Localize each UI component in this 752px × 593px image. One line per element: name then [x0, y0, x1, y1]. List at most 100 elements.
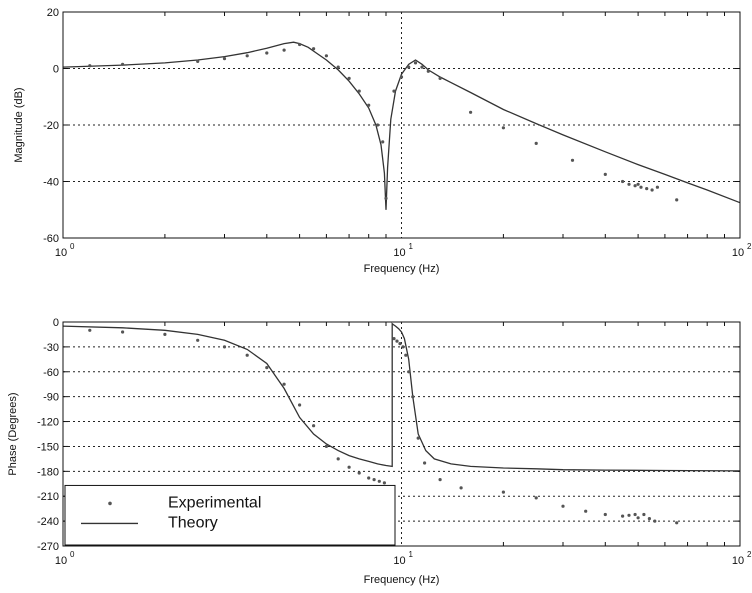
- experimental-point: [420, 65, 424, 69]
- experimental-point: [121, 330, 125, 334]
- theory-line: [62, 41, 741, 210]
- experimental-point: [621, 179, 625, 184]
- y-tick-label: 0: [53, 317, 59, 329]
- experimental-point: [627, 513, 631, 517]
- x-axis-label: Frequency (Hz): [364, 574, 440, 586]
- y-tick-label: -20: [43, 120, 59, 132]
- experimental-point: [376, 123, 380, 127]
- experimental-point: [603, 512, 607, 517]
- experimental-point: [372, 478, 376, 482]
- phase-panel: 0-30-60-90-120-150-180-210-240-270100101…: [7, 317, 752, 586]
- experimental-point: [675, 521, 679, 525]
- experimental-point: [650, 188, 654, 192]
- experimental-point: [282, 48, 286, 52]
- experimental-point: [534, 141, 538, 145]
- experimental-point: [642, 512, 646, 517]
- experimental-point: [347, 465, 351, 469]
- y-tick-label: -30: [43, 342, 59, 354]
- experimental-point: [645, 187, 649, 191]
- experimental-point: [312, 47, 316, 51]
- experimental-point: [469, 110, 473, 114]
- x-tick-label: 10: [55, 555, 67, 567]
- legend: Experimental Theory: [64, 484, 396, 546]
- experimental-point: [438, 478, 442, 482]
- y-tick-label: -60: [43, 233, 59, 245]
- experimental-point: [381, 140, 385, 144]
- experimental-point: [121, 62, 125, 66]
- experimental-point: [163, 332, 167, 336]
- y-tick-label: -270: [37, 541, 59, 553]
- y-tick-label: -150: [37, 441, 59, 453]
- experimental-point: [398, 342, 402, 346]
- experimental-point: [633, 512, 637, 517]
- experimental-point: [570, 158, 575, 162]
- experimental-point: [392, 337, 396, 341]
- y-tick-label: -180: [37, 466, 59, 478]
- experimental-point: [407, 370, 411, 374]
- experimental-point: [222, 345, 227, 349]
- experimental-point: [298, 42, 302, 47]
- x-tick-label: 10: [732, 247, 744, 259]
- experimental-point: [584, 509, 588, 513]
- experimental-point: [647, 517, 652, 521]
- experimental-point: [423, 461, 427, 465]
- experimental-point: [312, 424, 316, 428]
- experimental-point: [196, 59, 200, 64]
- legend-label: Experimental: [168, 494, 261, 511]
- experimental-point: [265, 366, 269, 370]
- experimental-point: [384, 196, 388, 200]
- experimental-point: [347, 76, 351, 80]
- x-tick-label: 10: [393, 247, 405, 259]
- legend-label: Theory: [168, 514, 218, 531]
- experimental-point: [534, 496, 538, 500]
- experimental-point: [426, 69, 430, 73]
- legend-box: [64, 484, 396, 546]
- x-tick-exponent: 1: [409, 550, 414, 559]
- experimental-point: [416, 436, 420, 440]
- y-tick-label: -90: [43, 392, 59, 404]
- experimental-point: [639, 185, 643, 189]
- experimental-point: [636, 182, 640, 186]
- experimental-point: [336, 457, 340, 461]
- y-tick-label: -210: [37, 491, 59, 503]
- experimental-point: [265, 51, 269, 55]
- y-tick-label: -40: [43, 177, 59, 189]
- experimental-point: [411, 395, 415, 399]
- experimental-point: [501, 126, 505, 130]
- experimental-point: [245, 353, 249, 357]
- experimental-point: [621, 514, 625, 518]
- experimental-point: [392, 89, 396, 93]
- y-tick-label: -120: [37, 417, 59, 429]
- plot-area: [63, 12, 740, 238]
- experimental-point: [401, 345, 405, 349]
- experimental-point: [282, 382, 286, 386]
- y-axis-label: Phase (Degrees): [7, 392, 19, 475]
- experimental-point: [245, 54, 249, 58]
- x-tick-exponent: 0: [70, 242, 75, 251]
- x-tick-label: 10: [55, 247, 67, 259]
- experimental-point: [357, 471, 361, 475]
- experimental-point: [675, 198, 679, 202]
- experimental-point: [653, 519, 657, 523]
- experimental-point: [367, 476, 371, 480]
- legend-marker-experimental: [108, 501, 112, 506]
- experimental-point: [298, 403, 302, 407]
- experimental-point: [395, 339, 399, 343]
- experimental-point: [336, 65, 340, 69]
- experimental-point: [88, 64, 92, 68]
- experimental-point: [357, 89, 361, 93]
- experimental-point: [222, 57, 227, 61]
- experimental-point: [382, 481, 386, 485]
- experimental-point: [561, 504, 565, 508]
- experimental-point: [459, 486, 463, 490]
- x-tick-exponent: 0: [70, 550, 75, 559]
- x-tick-exponent: 1: [409, 242, 414, 251]
- experimental-point: [399, 75, 404, 79]
- experimental-point: [438, 76, 442, 80]
- experimental-point: [367, 103, 371, 107]
- experimental-point: [633, 184, 637, 188]
- experimental-point: [413, 61, 418, 65]
- experimental-point: [407, 65, 411, 69]
